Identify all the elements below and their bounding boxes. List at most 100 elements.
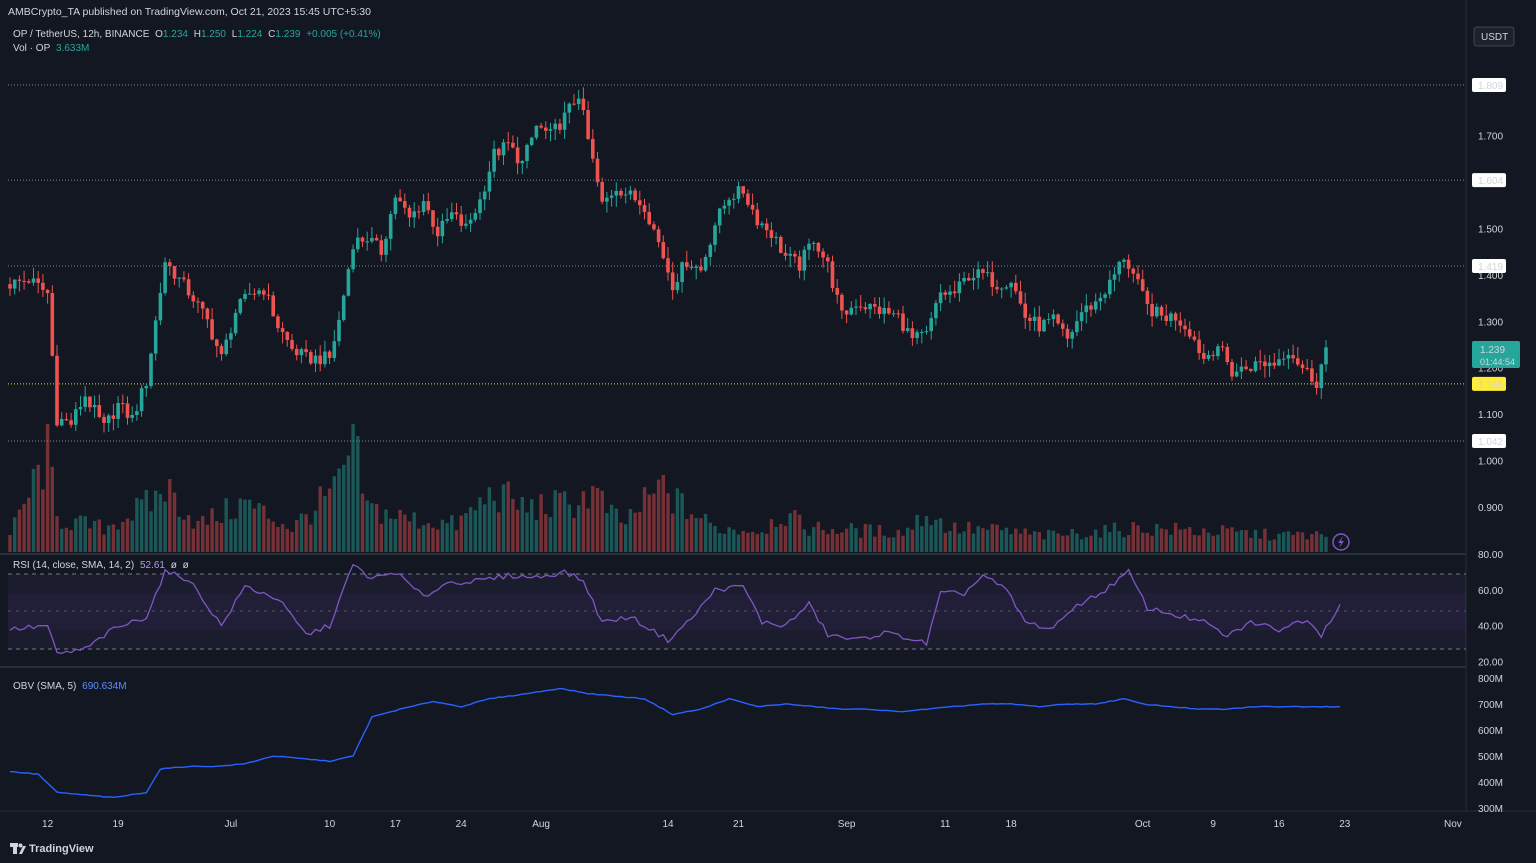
candle[interactable] [130,406,134,423]
candle[interactable] [981,268,985,280]
candle[interactable] [962,271,966,285]
candle[interactable] [92,395,97,419]
candle[interactable] [633,187,637,203]
candle[interactable] [106,413,111,432]
candle[interactable] [121,394,125,414]
candle[interactable] [1131,267,1136,283]
candle[interactable] [64,412,69,421]
candle[interactable] [153,315,158,361]
candle[interactable] [83,385,87,412]
lightning-icon[interactable] [1332,533,1350,551]
candle[interactable] [1291,344,1295,364]
candle[interactable] [327,350,332,365]
candle[interactable] [727,197,731,215]
candle[interactable] [478,191,482,220]
candle[interactable] [473,208,478,223]
candle[interactable] [497,147,501,161]
symbol-legend[interactable]: OP / TetherUS, 12h, BINANCE O1.234 H1.25… [13,29,384,40]
candle[interactable] [125,396,130,425]
candle[interactable] [1009,281,1013,298]
candle[interactable] [1061,319,1065,337]
candle[interactable] [1220,341,1225,352]
candle[interactable] [1155,303,1159,319]
candle[interactable] [1014,274,1018,295]
candle[interactable] [196,297,200,314]
candle[interactable] [849,301,854,316]
candle[interactable] [1084,294,1089,324]
candle[interactable] [191,291,196,309]
candle[interactable] [1319,363,1324,399]
candle[interactable] [144,383,149,397]
candle[interactable] [1108,270,1112,299]
candle[interactable] [309,349,313,366]
candle[interactable] [1244,360,1248,371]
candle[interactable] [1187,321,1192,339]
candle[interactable] [435,217,440,247]
candle[interactable] [722,199,727,215]
candle[interactable] [139,384,144,417]
candle[interactable] [379,234,384,262]
candle[interactable] [760,221,764,229]
candle[interactable] [835,278,839,304]
candle[interactable] [887,301,891,315]
candle[interactable] [257,287,261,297]
candle[interactable] [642,198,647,220]
candle[interactable] [1310,360,1314,386]
candle[interactable] [703,254,708,273]
candle[interactable] [1004,285,1009,290]
candle[interactable] [1150,293,1154,327]
candle[interactable] [1018,280,1023,306]
candle[interactable] [78,395,83,416]
candle[interactable] [1028,313,1032,331]
candle[interactable] [1037,305,1042,337]
candle[interactable] [807,238,811,261]
candle[interactable] [1314,373,1319,395]
candle[interactable] [229,327,233,349]
candle[interactable] [515,136,520,175]
candle[interactable] [1093,293,1098,314]
candle[interactable] [266,283,271,301]
candle[interactable] [511,135,515,149]
candle[interactable] [102,413,106,433]
candle[interactable] [882,297,886,324]
candle[interactable] [764,218,769,239]
candle[interactable] [459,206,463,232]
candle[interactable] [779,235,783,254]
candle[interactable] [393,194,398,220]
candle[interactable] [873,297,877,315]
candle[interactable] [1258,349,1262,371]
candle[interactable] [661,235,666,260]
candle[interactable] [1159,304,1164,321]
candle[interactable] [670,261,675,300]
candle[interactable] [708,242,713,266]
candle[interactable] [74,402,78,432]
candle[interactable] [149,352,153,389]
candle[interactable] [8,277,12,296]
candle[interactable] [31,267,36,286]
candle[interactable] [55,344,59,427]
candle[interactable] [666,247,670,281]
candle[interactable] [605,191,609,213]
candle[interactable] [1079,303,1084,331]
candle[interactable] [290,334,294,352]
candle[interactable] [215,338,219,358]
candle[interactable] [421,193,426,216]
candle[interactable] [910,321,915,346]
candle[interactable] [638,190,642,215]
candle[interactable] [999,287,1004,299]
candle[interactable] [1112,266,1117,292]
candle[interactable] [1070,329,1074,349]
candle[interactable] [802,246,807,281]
candle[interactable] [675,273,680,294]
candle[interactable] [1267,355,1272,377]
candle[interactable] [341,294,346,322]
candle[interactable] [445,208,449,224]
candle[interactable] [252,288,257,300]
candle[interactable] [816,242,821,258]
candle[interactable] [905,317,910,333]
candle[interactable] [562,101,567,139]
candle[interactable] [576,89,581,110]
candle[interactable] [774,232,778,245]
candle[interactable] [398,189,402,203]
